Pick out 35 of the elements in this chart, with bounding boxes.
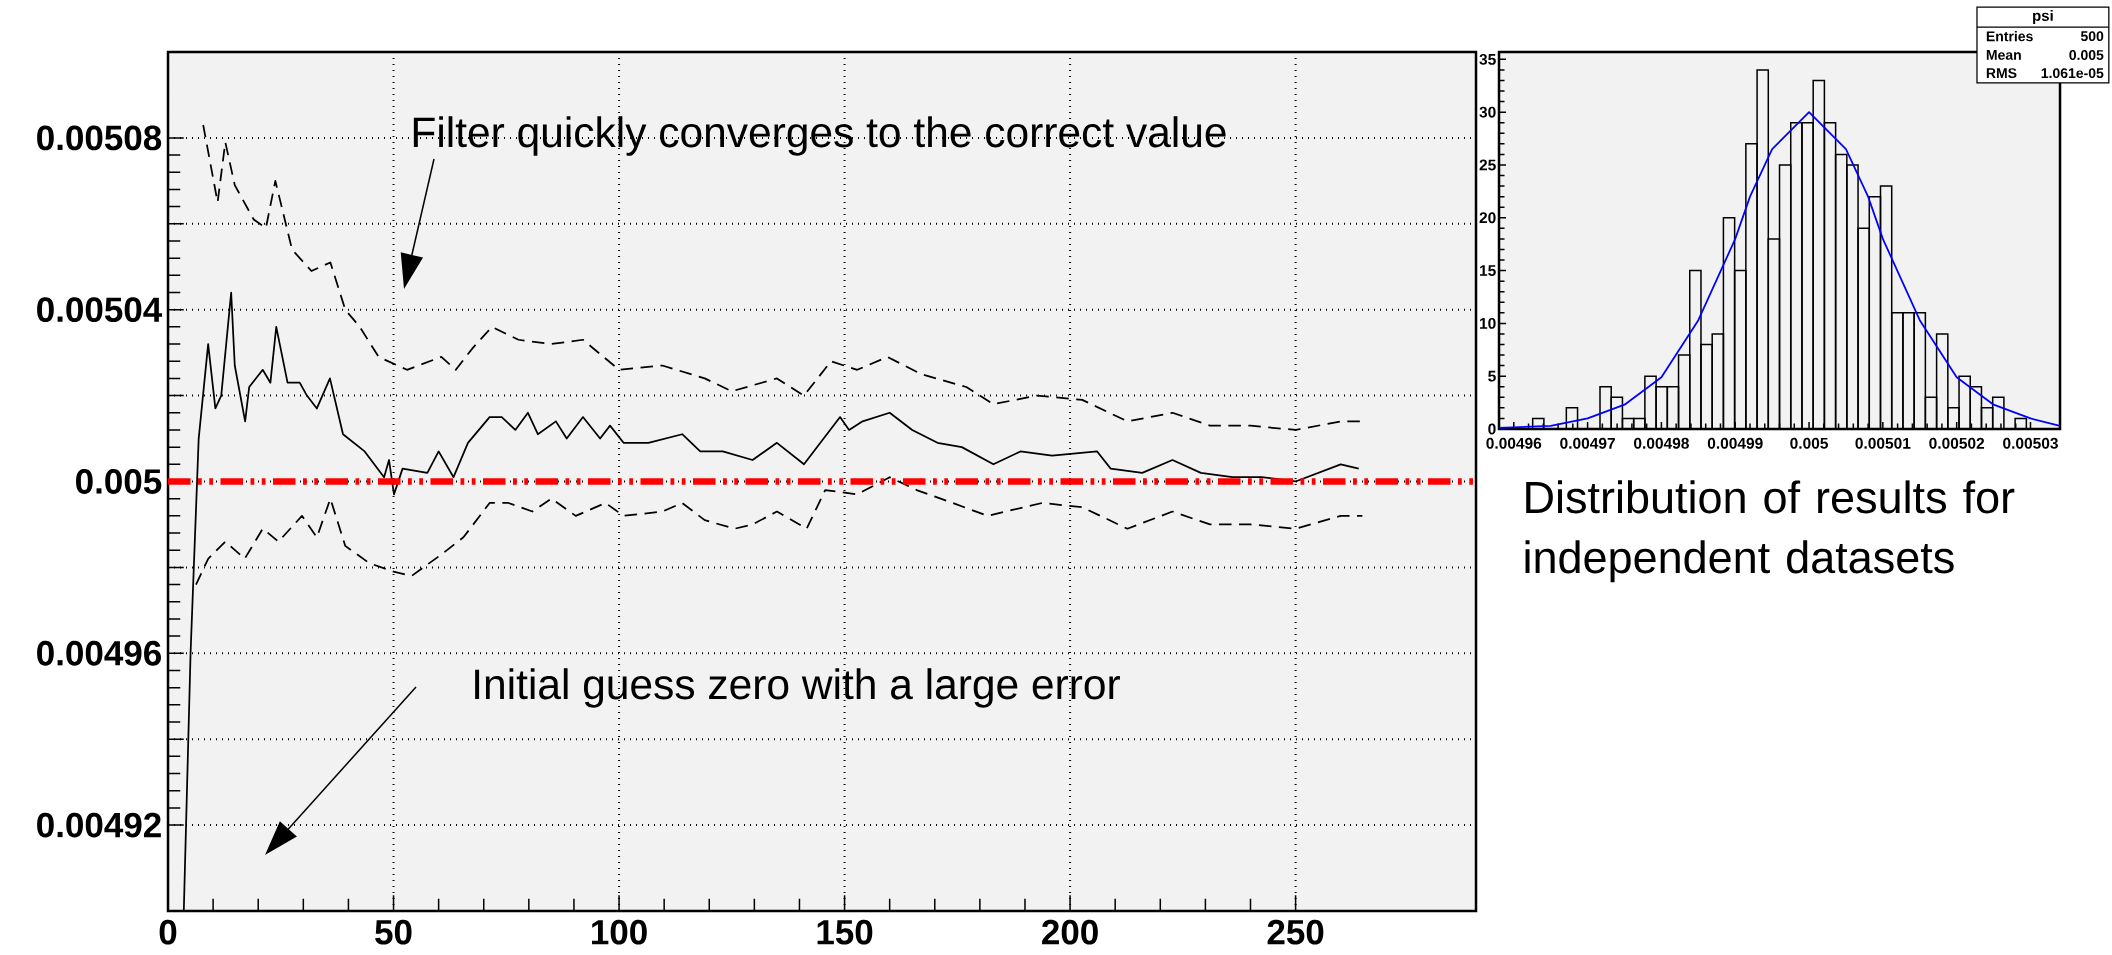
y-tick-label: 10 [1480, 317, 1496, 329]
x-tick-label: 250 [1267, 919, 1324, 945]
y-tick-label: 0.00492 [37, 812, 161, 838]
x-tick-label: 0.00499 [1707, 437, 1763, 449]
y-tick-label: 0.005 [76, 469, 162, 494]
x-tick-label: 0.00498 [1634, 437, 1689, 449]
y-tick-label: 0 [1488, 423, 1496, 435]
annotation: Filter quickly converges to the correct value [413, 116, 1226, 156]
y-tick-label: 5 [1488, 370, 1496, 382]
x-tick-label: 0.00497 [1560, 437, 1615, 449]
y-tick-label: 20 [1479, 212, 1496, 224]
x-tick-label: 50 [375, 919, 412, 945]
text: 0.005 [2069, 50, 2104, 60]
text: psi [2033, 9, 2053, 24]
y-tick-label: 0.00496 [37, 640, 161, 666]
x-tick-label: 0.00501 [1855, 437, 1911, 449]
y-tick-label: 25 [1479, 159, 1496, 171]
annotation: RMS [1986, 68, 2017, 79]
y-tick-label: 0.00508 [37, 125, 162, 151]
y-tick-label: 0.00504 [37, 297, 163, 323]
x-tick-label: 0.00503 [2003, 437, 2058, 449]
y-tick-label: 35 [1479, 53, 1496, 65]
y-tick-label: 15 [1480, 265, 1496, 276]
text: Entries [1986, 30, 2033, 42]
annotation: Initial guess zero with a large error [475, 668, 1120, 708]
x-tick-label: 0.00502 [1929, 437, 1985, 449]
x-tick-label: 100 [592, 919, 647, 945]
x-tick-label: 200 [1042, 919, 1098, 945]
y-tick-label: 30 [1479, 106, 1496, 118]
annotation: 1.061e-05 [2041, 68, 2104, 79]
x-tick-label: 150 [817, 919, 873, 945]
text: Distribution of results for independent datasets [1525, 480, 2015, 583]
text: 500 [2080, 31, 2104, 42]
annotation: Mean [1986, 50, 2021, 60]
x-tick-label: 0.005 [1790, 437, 1829, 449]
